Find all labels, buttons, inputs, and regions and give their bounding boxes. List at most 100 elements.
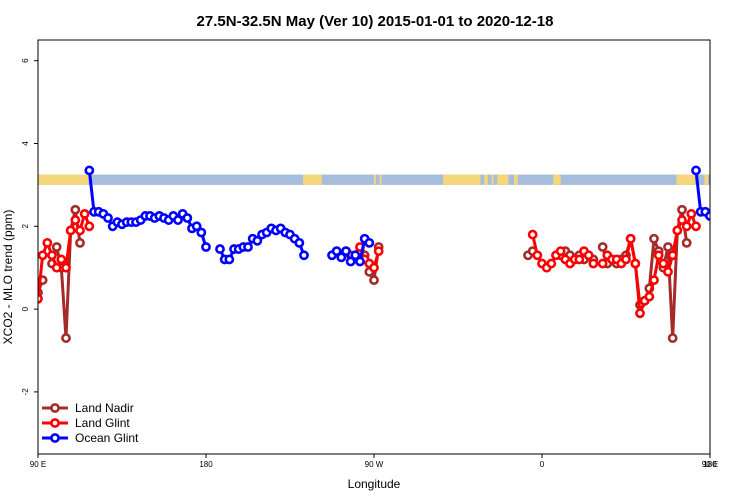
data-point bbox=[681, 237, 692, 248]
data-point bbox=[350, 250, 361, 261]
strip-land-segment bbox=[491, 174, 494, 185]
data-point bbox=[51, 242, 62, 252]
strip-land-segment bbox=[484, 174, 488, 185]
strip-land-segment bbox=[497, 174, 509, 185]
data-point bbox=[588, 258, 599, 269]
data-point bbox=[294, 237, 305, 248]
data-point bbox=[691, 165, 701, 176]
legend-label: Land Nadir bbox=[75, 401, 134, 415]
y-tick-label: 6 bbox=[21, 58, 30, 63]
strip-land-segment bbox=[704, 174, 709, 185]
data-point bbox=[56, 254, 67, 265]
data-point bbox=[677, 204, 687, 215]
data-point bbox=[243, 242, 253, 252]
data-point bbox=[341, 246, 351, 257]
strip-land-segment bbox=[676, 174, 696, 185]
data-point bbox=[196, 227, 207, 238]
series-continuation bbox=[705, 211, 750, 228]
data-point bbox=[672, 225, 683, 236]
series-line bbox=[709, 215, 710, 218]
data-point bbox=[355, 256, 365, 267]
data-point bbox=[555, 246, 566, 257]
data-point bbox=[653, 250, 664, 261]
data-point bbox=[336, 252, 347, 263]
data-point bbox=[681, 221, 692, 232]
surface-strip bbox=[38, 174, 710, 185]
x-tick-label: 180 bbox=[703, 460, 717, 469]
strip-land-segment bbox=[553, 174, 561, 185]
data-point bbox=[658, 258, 669, 269]
y-tick-label: 0 bbox=[21, 306, 30, 311]
strip-land-segment bbox=[514, 174, 518, 185]
data-point bbox=[65, 225, 76, 236]
data-point bbox=[667, 333, 678, 343]
strip-land-segment bbox=[303, 174, 322, 185]
data-point bbox=[691, 221, 701, 232]
legend-item: Land Nadir bbox=[42, 401, 134, 415]
data-point bbox=[644, 291, 655, 302]
series-ocean-glint bbox=[84, 165, 710, 267]
data-point bbox=[61, 333, 71, 343]
data-point bbox=[373, 246, 384, 257]
data-point bbox=[597, 242, 608, 252]
data-point bbox=[79, 208, 90, 219]
strip-land-segment bbox=[443, 174, 481, 185]
y-tick-label: 4 bbox=[21, 141, 30, 146]
x-tick-label: 90 E bbox=[702, 460, 718, 469]
y-axis: -2 0 2 4 6 bbox=[21, 58, 38, 396]
legend-marker bbox=[50, 403, 60, 413]
data-point bbox=[252, 235, 263, 246]
data-point bbox=[369, 275, 379, 286]
data-point bbox=[720, 221, 727, 228]
data-point bbox=[51, 262, 62, 273]
data-point bbox=[663, 266, 673, 277]
data-point bbox=[84, 165, 95, 176]
data-point bbox=[635, 308, 645, 319]
data-point bbox=[574, 254, 585, 265]
data-point bbox=[725, 221, 732, 228]
data-point bbox=[103, 213, 113, 223]
x-tick-label: 180 bbox=[199, 460, 213, 469]
data-point bbox=[597, 258, 608, 269]
data-point bbox=[345, 256, 356, 267]
data-point bbox=[61, 262, 71, 273]
legend-label: Ocean Glint bbox=[75, 431, 139, 445]
data-point bbox=[705, 211, 710, 221]
data-point bbox=[75, 237, 85, 248]
data-point bbox=[546, 258, 557, 269]
legend-item: Land Glint bbox=[42, 416, 130, 430]
data-point bbox=[677, 215, 687, 225]
data-point bbox=[191, 221, 202, 232]
x-axis-label: Longitude bbox=[348, 477, 401, 491]
data-point bbox=[173, 215, 183, 225]
data-point bbox=[716, 221, 723, 228]
data-point bbox=[734, 216, 741, 223]
data-point bbox=[224, 254, 235, 265]
data-point bbox=[182, 213, 193, 223]
data-point bbox=[299, 250, 309, 261]
data-point bbox=[649, 233, 659, 244]
y-axis-label: XCO2 - MLO trend (ppm) bbox=[1, 210, 15, 345]
data-point bbox=[630, 258, 641, 269]
y-tick-label: -2 bbox=[21, 388, 30, 396]
data-point bbox=[709, 216, 710, 220]
data-point bbox=[215, 244, 225, 254]
strip-land-segment bbox=[374, 174, 376, 185]
legend-item: Ocean Glint bbox=[42, 431, 139, 445]
data-point bbox=[42, 237, 53, 248]
data-point bbox=[730, 219, 737, 226]
legend-marker bbox=[50, 418, 60, 428]
chart-title: 27.5N-32.5N May (Ver 10) 2015-01-01 to 2… bbox=[197, 13, 554, 30]
data-point bbox=[369, 262, 379, 273]
data-point bbox=[663, 242, 673, 252]
data-point bbox=[47, 250, 57, 261]
data-point bbox=[84, 221, 95, 232]
data-point bbox=[744, 216, 750, 223]
strip-land-segment bbox=[379, 174, 382, 185]
data-point bbox=[75, 225, 85, 236]
data-point bbox=[649, 275, 659, 286]
x-tick-label: 0 bbox=[540, 460, 545, 469]
data-point bbox=[38, 250, 48, 261]
